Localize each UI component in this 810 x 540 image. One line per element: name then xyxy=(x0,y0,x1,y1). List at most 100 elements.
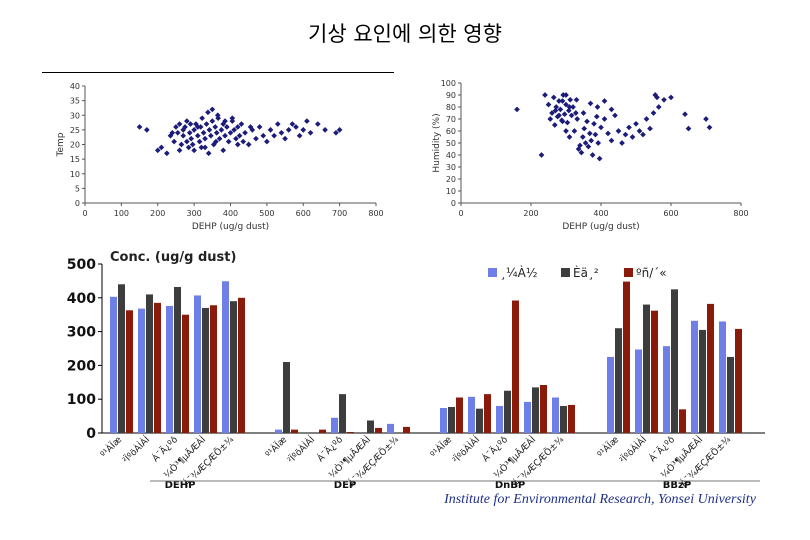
scatter-humidity-point xyxy=(572,110,579,116)
bar-bbzp-series2 xyxy=(699,329,706,433)
scatter-humidity-point xyxy=(626,124,632,131)
scatter-temp-point xyxy=(197,124,204,130)
scatter-temp-x-tick-label: 500 xyxy=(259,209,274,218)
scatter-humidity-point xyxy=(668,94,674,101)
bar-group-label: DEP xyxy=(334,480,356,491)
bar-dep-series3 xyxy=(403,426,410,433)
scatter-temp-point xyxy=(202,144,208,151)
scatter-temp-point xyxy=(267,127,274,133)
scatter-humidity-y-tick-label: 70 xyxy=(446,115,456,124)
bar-dep-series1 xyxy=(331,417,338,433)
bar-y-tick-label: 100 xyxy=(67,392,96,408)
scatter-humidity-point xyxy=(582,140,589,146)
scatter-temp-point xyxy=(293,124,299,130)
scatter-humidity-point xyxy=(579,134,586,140)
bar-category-label: ²ÏºöÀÌÀÍ xyxy=(120,433,153,466)
scatter-humidity-point xyxy=(571,128,578,134)
bar-dnbp-series3 xyxy=(484,394,491,433)
scatter-humidity-point xyxy=(514,106,520,113)
scatter-humidity-y-tick-label: 80 xyxy=(446,103,456,112)
scatter-temp-point xyxy=(247,124,254,130)
bar-dehp-series1 xyxy=(138,308,145,433)
scatter-humidity-point xyxy=(563,128,569,134)
scatter-temp-point xyxy=(176,147,183,154)
scatter-humidity-point xyxy=(574,116,581,122)
scatter-humidity-point xyxy=(559,98,566,104)
scatter-humidity-x-tick-label: 0 xyxy=(458,209,463,218)
scatter-humidity-point xyxy=(661,96,667,103)
bar-bbzp-series2 xyxy=(671,289,678,433)
scatter-humidity-point xyxy=(595,140,602,146)
bar-dehp-series3 xyxy=(154,302,161,433)
scatter-temp-point xyxy=(184,118,190,124)
scatter-humidity-y-tick-label: 20 xyxy=(446,175,456,184)
scatter-humidity-point xyxy=(640,131,646,138)
bar-dehp-series2 xyxy=(118,284,125,433)
scatter-humidity-point xyxy=(596,155,603,162)
bar-bbzp-series2 xyxy=(643,304,650,433)
scatter-humidity-point xyxy=(587,100,594,107)
legend-swatch xyxy=(488,268,497,277)
scatter-temp-point xyxy=(214,112,221,119)
scatter-temp-y-tick-label: 30 xyxy=(70,111,80,120)
scatter-temp-point xyxy=(184,138,190,145)
bar-category-label: ²ÏºöÀÌÀÍ xyxy=(617,433,650,466)
bar-dnbp-series2 xyxy=(532,387,539,433)
scatter-humidity-point xyxy=(615,128,622,134)
scatter-humidity-y-tick-label: 90 xyxy=(446,91,456,100)
bar-bbzp-series3 xyxy=(735,328,742,433)
scatter-temp-x-tick-label: 300 xyxy=(186,209,201,218)
scatter-humidity-point xyxy=(545,101,552,108)
scatter-humidity-point xyxy=(564,119,571,126)
scatter-temp-point xyxy=(189,141,196,148)
scatter-temp-point xyxy=(173,124,179,130)
scatter-temp-y-tick-label: 5 xyxy=(75,184,80,193)
scatter-temp-point xyxy=(225,138,232,145)
scatter-humidity-point xyxy=(552,107,559,114)
scatter-humidity-point xyxy=(557,106,564,113)
scatter-humidity-point xyxy=(608,137,615,144)
scatter-humidity-point xyxy=(542,92,548,98)
scatter-temp-point xyxy=(220,147,227,154)
bar-dep-series2 xyxy=(339,394,346,433)
bar-bbzp-series2 xyxy=(615,328,622,433)
bar-dep-series1 xyxy=(275,429,282,433)
scatter-temp-point xyxy=(227,129,234,136)
bar-bbzp-series1 xyxy=(691,320,698,433)
scatter-humidity-y-tick-label: 100 xyxy=(441,79,456,88)
scatter-temp-x-tick-label: 700 xyxy=(332,209,347,218)
bar-dnbp-series3 xyxy=(568,404,575,433)
bar-dnbp-series3 xyxy=(512,300,519,433)
scatter-temp-x-tick-label: 100 xyxy=(114,209,129,218)
bar-dep-series2 xyxy=(367,420,374,433)
scatter-temp-point xyxy=(200,129,207,136)
scatter-temp-point xyxy=(171,138,177,145)
bar-dep-series3 xyxy=(319,429,326,433)
scatter-temp-point xyxy=(213,129,220,136)
scatter-temp-point xyxy=(336,127,343,133)
scatter-temp-point xyxy=(278,129,285,136)
bar-y-tick-label: 400 xyxy=(67,291,96,307)
scatter-temp-point xyxy=(154,147,161,154)
scatter-humidity-point xyxy=(589,152,596,158)
scatter-temp-point xyxy=(164,150,170,157)
bar-category-label: ²ÏºöÀÌÀÍ xyxy=(450,433,483,466)
bar-dehp-series1 xyxy=(194,295,201,433)
scatter-temp-x-tick-label: 400 xyxy=(223,209,238,218)
scatter-humidity-x-tick-label: 200 xyxy=(523,209,538,218)
bar-dehp-series3 xyxy=(182,314,189,433)
scatter-temp-point xyxy=(202,135,208,142)
scatter-humidity-point xyxy=(550,94,557,101)
bar-bbzp-series3 xyxy=(651,310,658,433)
scatter-humidity-point xyxy=(706,124,713,131)
scatter-humidity-point xyxy=(549,110,555,116)
bar-group-label: BBzP xyxy=(663,480,691,491)
bar-dep-series1 xyxy=(387,423,394,433)
bar-bbzp-series1 xyxy=(607,356,614,433)
scatter-humidity-point xyxy=(594,104,601,110)
bar-y-tick-label: 500 xyxy=(67,257,96,273)
scatter-temp-point xyxy=(289,121,296,127)
bar-dehp-series1 xyxy=(166,305,173,433)
scatter-humidity-point xyxy=(593,113,600,120)
scatter-temp-point xyxy=(307,129,314,136)
